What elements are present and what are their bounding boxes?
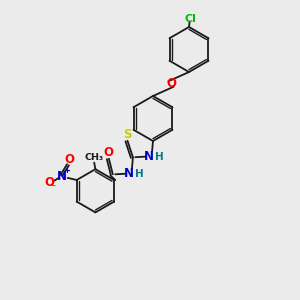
Text: O: O xyxy=(166,77,176,90)
Text: O: O xyxy=(103,146,113,159)
Text: CH₃: CH₃ xyxy=(85,153,104,162)
Text: O: O xyxy=(44,176,54,189)
Text: Cl: Cl xyxy=(184,14,196,25)
Text: O: O xyxy=(64,153,74,166)
Text: N: N xyxy=(57,169,67,183)
Text: N: N xyxy=(144,150,154,163)
Text: H: H xyxy=(154,152,164,162)
Text: S: S xyxy=(123,128,131,141)
Text: +: + xyxy=(63,167,70,176)
Text: H: H xyxy=(134,169,143,179)
Text: ⁻: ⁻ xyxy=(51,183,56,193)
Text: N: N xyxy=(124,167,134,180)
